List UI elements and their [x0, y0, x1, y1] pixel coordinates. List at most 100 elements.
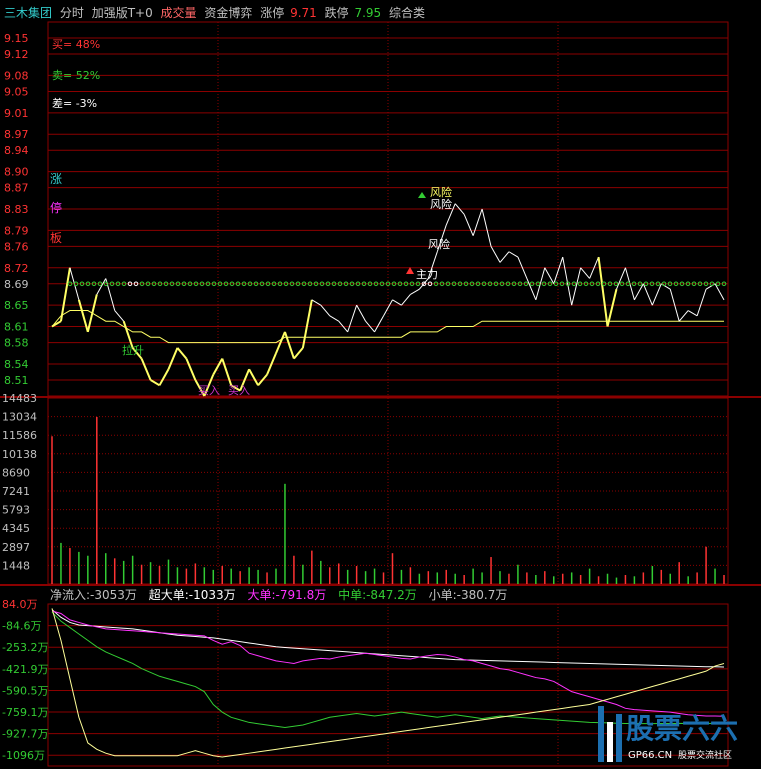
price-line-segment	[606, 288, 618, 327]
reference-dot	[307, 281, 313, 287]
flow-tick-label: -253.2万	[2, 641, 48, 654]
reference-dot	[643, 281, 649, 287]
reference-dot	[175, 281, 181, 287]
reference-dot	[115, 281, 121, 287]
price-line-segment	[436, 224, 447, 252]
mode-label[interactable]: 分时	[59, 6, 84, 20]
price-line-segment	[535, 267, 546, 300]
reference-dot	[331, 281, 337, 287]
reference-dot	[589, 281, 595, 287]
reference-dot	[139, 281, 145, 287]
reference-dot	[181, 281, 187, 287]
price-line-segment	[642, 283, 653, 306]
reference-dot	[421, 281, 427, 287]
reference-dot	[67, 281, 73, 287]
price-line-segment	[651, 283, 662, 306]
watermark-site: GP66.CN	[628, 750, 672, 761]
flow-tick-label: 84.0万	[2, 598, 38, 611]
volume-tick-label: 13034	[2, 411, 37, 424]
medium-order: 中单:-847.2万	[338, 588, 417, 602]
price-line-segment	[508, 251, 519, 258]
price-line-segment	[597, 256, 609, 327]
watermark-slogan: 股票交流社区	[678, 749, 732, 761]
reference-dot	[571, 281, 577, 287]
price-tick-label: 8.51	[4, 374, 29, 387]
reference-dot	[151, 281, 157, 287]
limit-down-label: 跌停	[324, 6, 349, 20]
reference-dot	[145, 281, 151, 287]
volume-label[interactable]: 成交量	[160, 6, 197, 20]
price-tick-label: 8.58	[4, 337, 29, 350]
reference-dot	[583, 281, 589, 287]
price-line-segment	[427, 251, 438, 279]
large-order: 大单:-791.8万	[247, 588, 327, 602]
price-line-segment	[454, 203, 465, 215]
reference-dot	[367, 281, 373, 287]
price-line-segment	[284, 331, 295, 359]
reference-dot	[523, 281, 529, 287]
reference-dot	[541, 281, 547, 287]
price-tick-label: 8.79	[4, 224, 29, 237]
price-line-segment	[463, 214, 474, 236]
price-line-segment	[571, 267, 582, 306]
price-line-segment	[176, 347, 188, 360]
reference-dot	[205, 281, 211, 287]
reference-dot	[439, 281, 445, 287]
volume-tick-label: 7241	[2, 485, 30, 498]
net-inflow: 净流入:-3053万	[50, 588, 137, 602]
price-line-segment	[301, 299, 313, 349]
price-line-segment	[320, 304, 331, 317]
reference-dot	[511, 281, 517, 287]
price-tick-label: 8.76	[4, 240, 29, 253]
indicator-label[interactable]: 资金博弈	[204, 6, 253, 20]
price-line-segment	[212, 358, 224, 376]
reference-dot	[355, 281, 361, 287]
reference-dot	[433, 281, 439, 287]
reference-dot	[595, 281, 601, 287]
price-line-segment	[257, 373, 268, 386]
reference-dot	[613, 281, 619, 287]
price-line-segment	[678, 310, 689, 322]
signal-annotation: 买入	[228, 384, 250, 397]
signal-annotation: 风险	[428, 237, 450, 251]
price-line-segment	[374, 315, 384, 333]
price-line-segment	[86, 294, 98, 333]
reference-dot	[121, 281, 127, 287]
reference-dot	[373, 281, 379, 287]
price-line-segment	[311, 299, 322, 306]
reference-dot	[73, 281, 79, 287]
price-tick-label: 8.61	[4, 321, 29, 334]
reference-dot	[649, 281, 655, 287]
price-tick-label: 8.65	[4, 299, 29, 312]
price-line-segment	[669, 289, 680, 322]
small-order: 小单:-380.7万	[428, 588, 508, 602]
reference-dot	[469, 281, 475, 287]
price-line-segment	[131, 347, 143, 360]
reference-dot	[697, 281, 703, 287]
flow-tick-label: -1096万	[2, 749, 45, 762]
reference-dot	[661, 281, 667, 287]
price-tick-label: 8.72	[4, 262, 29, 275]
chart-header: 三木集团 分时 加强版T+0 成交量 资金博弈 涨停 9.71 跌停 7.95 …	[4, 4, 429, 20]
reference-dot	[337, 281, 343, 287]
price-line-segment	[445, 203, 456, 226]
limit-board-char: 板	[50, 231, 62, 245]
reference-dot	[703, 281, 709, 287]
reference-dot	[349, 281, 355, 287]
reference-dot	[187, 281, 193, 287]
limit-up-label: 涨停	[260, 6, 285, 20]
stock-name[interactable]: 三木集团	[4, 6, 53, 20]
reference-dot	[631, 281, 637, 287]
reference-dot	[157, 281, 163, 287]
reference-dot	[559, 281, 565, 287]
reference-dot	[619, 281, 625, 287]
version-label[interactable]: 加强版T+0	[91, 6, 153, 20]
watermark: 股票六六 GP66.CN 股票交流社区	[596, 704, 758, 766]
reference-dot	[283, 281, 289, 287]
reference-dot	[103, 281, 109, 287]
reference-dot	[547, 281, 553, 287]
price-line-segment	[203, 374, 215, 397]
price-line-segment	[687, 310, 698, 317]
watermark-logo-bar-3	[616, 714, 622, 762]
